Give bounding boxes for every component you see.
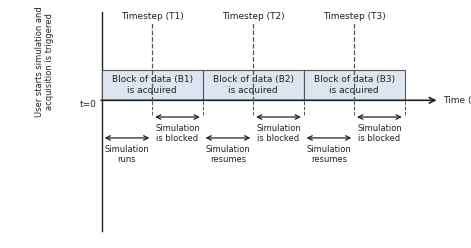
Text: Time (t): Time (t) <box>443 96 471 105</box>
Text: Simulation
resumes: Simulation resumes <box>206 145 251 164</box>
Bar <box>203 70 304 100</box>
Text: Timestep (T2): Timestep (T2) <box>222 12 284 21</box>
Text: Simulation
is blocked: Simulation is blocked <box>256 124 301 143</box>
Text: Block of data (B1)
is acquired: Block of data (B1) is acquired <box>112 75 193 95</box>
Text: Simulation
is blocked: Simulation is blocked <box>155 124 200 143</box>
Text: Timestep (T3): Timestep (T3) <box>323 12 386 21</box>
Text: Simulation
runs: Simulation runs <box>105 145 149 164</box>
Text: Block of data (B2)
is acquired: Block of data (B2) is acquired <box>213 75 294 95</box>
Bar <box>102 70 203 100</box>
Text: User starts simulation and
acquisition is triggered: User starts simulation and acquisition i… <box>35 6 54 117</box>
Bar <box>304 70 405 100</box>
Text: Block of data (B3)
is acquired: Block of data (B3) is acquired <box>314 75 395 95</box>
Text: Simulation
is blocked: Simulation is blocked <box>357 124 402 143</box>
Text: t=0: t=0 <box>80 100 97 109</box>
Text: Simulation
resumes: Simulation resumes <box>307 145 351 164</box>
Text: Timestep (T1): Timestep (T1) <box>121 12 184 21</box>
